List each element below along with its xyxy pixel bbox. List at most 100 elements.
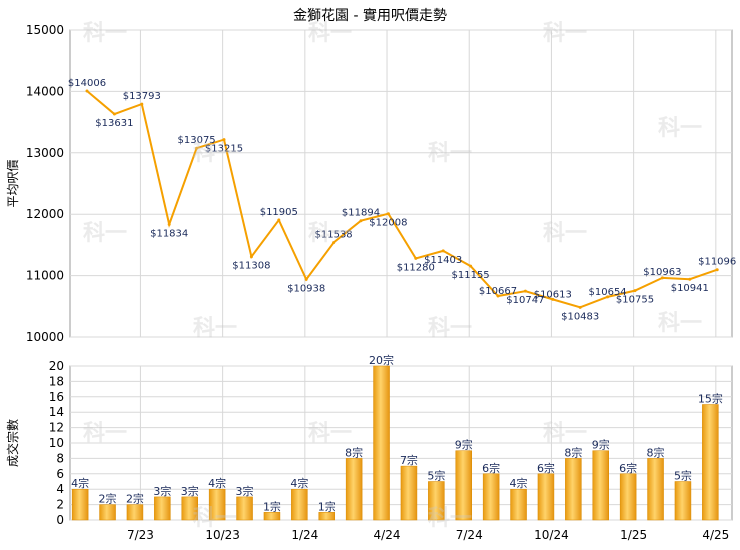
y-tick-label: 14 bbox=[49, 405, 64, 419]
price-data-label: $11538 bbox=[315, 230, 353, 241]
volume-bar bbox=[181, 496, 198, 521]
price-point bbox=[414, 256, 418, 260]
volume-bar bbox=[236, 496, 253, 521]
volume-data-label: 4宗 bbox=[510, 476, 528, 490]
volume-bar bbox=[373, 365, 390, 521]
price-data-label: $10747 bbox=[506, 295, 544, 306]
price-point bbox=[688, 277, 692, 281]
watermark-text: 科一 bbox=[308, 221, 352, 246]
y-tick-label: 16 bbox=[49, 390, 64, 404]
price-point bbox=[715, 268, 719, 272]
watermark-text: 科一 bbox=[543, 221, 587, 246]
price-data-label: $10755 bbox=[616, 295, 654, 306]
price-data-label: $11894 bbox=[342, 208, 380, 219]
price-data-label: $10941 bbox=[671, 283, 709, 294]
x-tick-label: 7/24 bbox=[456, 528, 483, 542]
price-data-label: $11155 bbox=[452, 270, 490, 281]
watermark-text: 科一 bbox=[543, 421, 587, 446]
price-data-label: $12008 bbox=[369, 218, 407, 229]
price-point bbox=[578, 305, 582, 309]
volume-bar bbox=[455, 450, 472, 521]
volume-bar bbox=[345, 458, 363, 521]
watermark-text: 科一 bbox=[83, 21, 127, 46]
volume-data-label: 5宗 bbox=[674, 469, 692, 483]
price-point bbox=[551, 297, 555, 301]
watermark-text: 科一 bbox=[83, 221, 127, 246]
volume-data-label: 9宗 bbox=[592, 438, 610, 452]
y-tick-label: 6 bbox=[56, 467, 64, 481]
volume-data-label: 7宗 bbox=[400, 453, 418, 467]
volume-bar bbox=[482, 473, 500, 521]
volume-bar bbox=[510, 488, 527, 521]
y-tick-label: 18 bbox=[49, 374, 64, 388]
price-data-label: $11905 bbox=[260, 207, 298, 218]
volume-bar bbox=[126, 504, 144, 521]
price-data-label: $11096 bbox=[698, 257, 736, 268]
volume-data-label: 8宗 bbox=[345, 445, 363, 459]
watermark-text: 科一 bbox=[308, 421, 352, 446]
volume-data-label: 2宗 bbox=[99, 492, 117, 506]
volume-bar bbox=[99, 504, 116, 521]
volume-bar bbox=[565, 458, 582, 521]
price-point bbox=[140, 102, 144, 106]
volume-bar bbox=[318, 512, 335, 521]
price-data-label: $13215 bbox=[205, 144, 243, 155]
price-data-label: $10654 bbox=[589, 287, 627, 298]
volume-bar bbox=[400, 465, 418, 521]
volume-bar bbox=[702, 404, 719, 521]
plot-area-top bbox=[69, 29, 733, 338]
price-point bbox=[85, 89, 89, 93]
volume-data-label: 20宗 bbox=[369, 353, 394, 367]
x-tick-label: 4/24 bbox=[374, 528, 401, 542]
volume-bar bbox=[428, 481, 445, 521]
price-point bbox=[222, 138, 226, 142]
price-point bbox=[249, 255, 253, 259]
volume-data-label: 6宗 bbox=[537, 461, 555, 475]
x-tick-label: 1/24 bbox=[291, 528, 318, 542]
price-point bbox=[359, 219, 363, 223]
x-tick-label: 10/23 bbox=[205, 528, 240, 542]
volume-bar bbox=[537, 473, 555, 521]
volume-data-label: 4宗 bbox=[71, 476, 89, 490]
price-data-label: $10667 bbox=[479, 286, 517, 297]
price-point bbox=[469, 264, 473, 268]
volume-bar bbox=[291, 488, 308, 521]
volume-data-label: 1宗 bbox=[318, 499, 336, 513]
volume-bar bbox=[154, 496, 171, 521]
volume-bar bbox=[263, 512, 281, 521]
price-data-label: $14006 bbox=[68, 78, 106, 89]
y-tick-label: 20 bbox=[49, 359, 64, 373]
x-tick-label: 10/24 bbox=[534, 528, 569, 542]
watermark-text: 科一 bbox=[193, 316, 237, 341]
price-point bbox=[633, 289, 637, 293]
watermark-text: 科一 bbox=[543, 21, 587, 46]
watermark-text: 科一 bbox=[428, 506, 472, 531]
y-tick-label: 12 bbox=[49, 421, 64, 435]
volume-bar bbox=[647, 458, 664, 521]
volume-bar bbox=[592, 450, 609, 521]
watermark-text: 科一 bbox=[83, 421, 127, 446]
watermark-text: 科一 bbox=[193, 141, 237, 166]
price-point bbox=[496, 294, 500, 298]
chart-title: 金獅花園 - 實用呎價走勢 bbox=[293, 7, 447, 24]
price-data-label: $11280 bbox=[397, 262, 435, 273]
volume-data-label: 15宗 bbox=[698, 392, 723, 406]
volume-data-label: 4宗 bbox=[290, 476, 308, 490]
price-data-label: $11403 bbox=[424, 255, 462, 266]
price-data-label: $13075 bbox=[178, 135, 216, 146]
volume-data-label: 6宗 bbox=[482, 461, 500, 475]
price-point bbox=[441, 249, 445, 253]
price-point bbox=[277, 218, 281, 222]
volume-data-label: 5宗 bbox=[427, 469, 445, 483]
volume-data-label: 9宗 bbox=[455, 438, 473, 452]
y-axis-label-price: 平均呎價 bbox=[6, 159, 20, 207]
y-axis-label-count: 成交宗數 bbox=[5, 419, 20, 467]
y-tick-label: 8 bbox=[56, 451, 64, 465]
price-point bbox=[332, 241, 336, 245]
price-series-line bbox=[86, 90, 718, 309]
y-tick-label: 10 bbox=[49, 436, 64, 450]
watermark-text: 科一 bbox=[428, 316, 472, 341]
watermark-text: 科一 bbox=[193, 506, 237, 531]
